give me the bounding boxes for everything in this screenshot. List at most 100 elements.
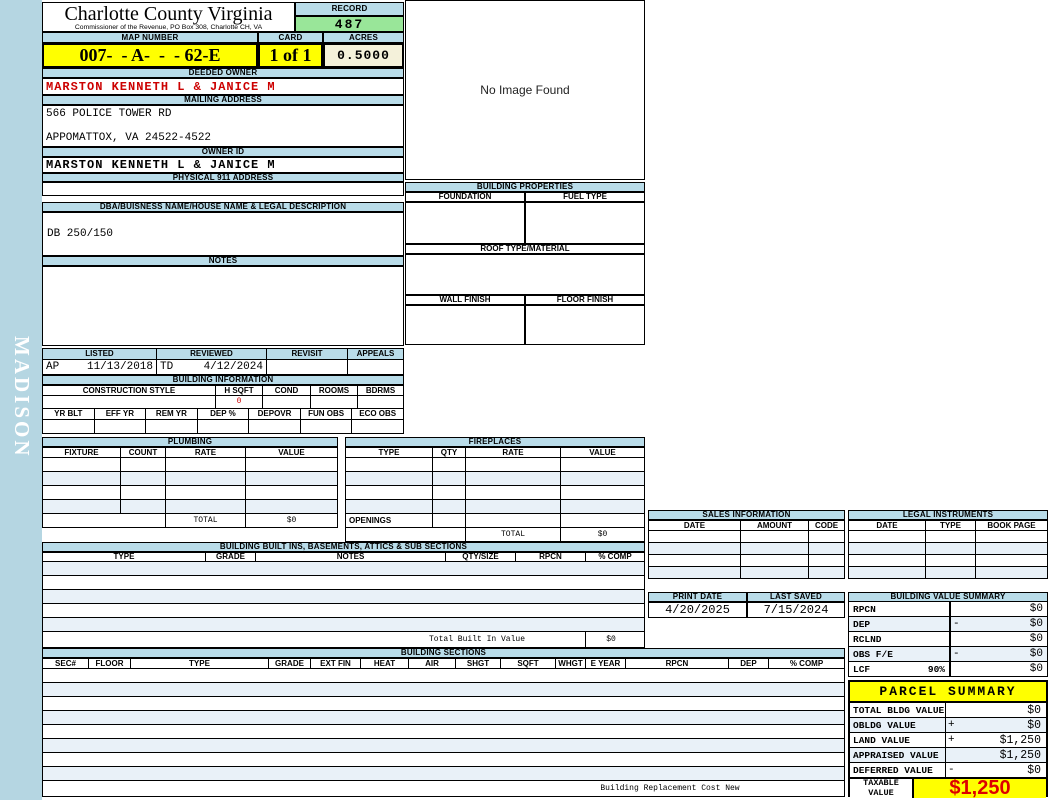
owner-id-value: MARSTON KENNETH L & JANICE M	[42, 157, 404, 173]
county-title: Charlotte County Virginia	[64, 3, 273, 25]
table-row	[848, 530, 1048, 543]
hsqft-header: H SQFT	[215, 385, 263, 396]
fp-value-header: VALUE	[560, 447, 645, 458]
building-sections: BUILDING SECTIONS SEC# FLOOR TYPE GRADE …	[42, 648, 845, 797]
visit-history-table: LISTED REVIEWED REVISIT APPEALS AP 11/13/…	[42, 348, 404, 375]
sec-shgt-header: SHGT	[455, 658, 501, 669]
cond-value	[262, 395, 311, 409]
bi-grade-header: GRADE	[205, 552, 256, 562]
table-row	[42, 682, 845, 697]
sales-information-section: SALES INFORMATION DATE AMOUNT CODE	[648, 510, 845, 579]
table-row	[42, 766, 845, 781]
dba-header: DBA/BUISNESS NAME/HOUSE NAME & LEGAL DES…	[42, 202, 404, 212]
sec-extfin-header: EXT FIN	[310, 658, 361, 669]
sales-date-header: DATE	[648, 520, 741, 531]
fireplaces-total-row: TOTAL $0	[345, 527, 645, 542]
notes-header: NOTES	[42, 256, 404, 266]
appeals-header: APPEALS	[347, 348, 404, 360]
cond-header: COND	[262, 385, 311, 396]
physical-911-value	[42, 182, 404, 196]
built-ins-header: BUILDING BUILT INS, BASEMENTS, ATTICS & …	[42, 542, 645, 552]
sales-code-header: CODE	[808, 520, 845, 531]
table-row	[42, 457, 338, 472]
building-sections-header: BUILDING SECTIONS	[42, 648, 845, 658]
owner-id-header: OWNER ID	[42, 147, 404, 157]
depovr-header: DEPOVR	[248, 408, 301, 420]
built-ins-section: BUILDING BUILT INS, BASEMENTS, ATTICS & …	[42, 542, 645, 648]
revisit-value	[266, 359, 348, 375]
table-row	[42, 603, 645, 618]
mailing-line1: 566 POLICE TOWER RD	[46, 108, 172, 120]
wall-finish-value	[405, 305, 525, 345]
floor-finish-header: FLOOR FINISH	[525, 295, 645, 305]
table-row	[42, 617, 645, 632]
bvs-row-rpcn: RPCN $0	[848, 602, 1048, 617]
bi-qtysize-header: QTY/SIZE	[445, 552, 516, 562]
table-row	[42, 485, 338, 500]
deeded-owner-value: MARSTON KENNETH L & JANICE M	[42, 78, 404, 95]
legal-date-header: DATE	[848, 520, 926, 531]
count-header: COUNT	[120, 447, 166, 458]
sections-footer-row: Building Replacement Cost New	[42, 780, 845, 797]
fp-qty-header: QTY	[432, 447, 466, 458]
sec-eyear-header: E YEAR	[585, 658, 626, 669]
building-info-row1: CONSTRUCTION STYLE H SQFT COND ROOMS BDR…	[42, 385, 404, 409]
table-row	[42, 575, 645, 590]
fuel-type-header: FUEL TYPE	[525, 192, 645, 202]
parcel-row-appraised: APPRAISED VALUE $1,250	[850, 748, 1046, 763]
mailing-address-header: MAILING ADDRESS	[42, 95, 404, 105]
remyr-header: REM YR	[145, 408, 198, 420]
table-row	[42, 499, 338, 514]
sec-heat-header: HEAT	[360, 658, 409, 669]
deppct-header: DEP %	[196, 408, 250, 420]
listed-header: LISTED	[42, 348, 157, 360]
sections-footer-label: Building Replacement Cost New	[42, 780, 845, 797]
table-row	[345, 457, 645, 472]
sec-grade-header: GRADE	[268, 658, 311, 669]
plumbing-header: PLUMBING	[42, 437, 338, 447]
last-saved-header: LAST SAVED	[747, 592, 845, 602]
legal-instruments-section: LEGAL INSTRUMENTS DATE TYPE BOOK PAGE	[848, 510, 1048, 579]
fp-type-header: TYPE	[345, 447, 433, 458]
table-row	[42, 471, 338, 486]
sec-floor-header: FLOOR	[88, 658, 131, 669]
plumbing-total-label: TOTAL	[165, 513, 246, 528]
acres-value: 0.5000	[323, 43, 404, 68]
fp-rate-header: RATE	[465, 447, 561, 458]
appeals-value	[347, 359, 404, 375]
dba-value: DB 250/150	[42, 212, 404, 256]
foundation-header: FOUNDATION	[405, 192, 525, 202]
last-saved-value: 7/15/2024	[747, 602, 845, 618]
table-row	[848, 566, 1048, 579]
bi-rpcn-header: RPCN	[515, 552, 586, 562]
bi-notes-header: NOTES	[255, 552, 446, 562]
hsqft-value: 0	[215, 395, 263, 409]
fuel-type-value	[525, 202, 645, 244]
reviewed-header: REVIEWED	[156, 348, 267, 360]
table-row	[42, 561, 645, 576]
fireplaces-total-value: $0	[560, 527, 645, 542]
plumbing-total-row: TOTAL $0	[42, 513, 338, 528]
built-ins-total-value: $0	[585, 631, 645, 648]
physical-911-header: PHYSICAL 911 ADDRESS	[42, 173, 404, 182]
building-information-header: BUILDING INFORMATION	[42, 375, 404, 385]
table-row	[648, 554, 845, 567]
table-row	[42, 710, 845, 725]
floor-finish-value	[525, 305, 645, 345]
table-row	[42, 696, 845, 711]
roof-type-value	[405, 254, 645, 295]
parcel-row-land: LAND VALUE + $1,250	[850, 733, 1046, 748]
built-ins-total-row: Total Built In Value $0	[42, 631, 645, 648]
table-row	[648, 542, 845, 555]
table-row	[848, 542, 1048, 555]
parcel-row-deferred: DEFERRED VALUE - $0	[850, 763, 1046, 778]
building-value-summary: BUILDING VALUE SUMMARY RPCN $0 DEP - $0 …	[848, 592, 1048, 678]
plumbing-total-value: $0	[245, 513, 338, 528]
rooms-header: ROOMS	[310, 385, 358, 396]
district-watermark: MADISON	[10, 336, 34, 459]
notes-box	[42, 266, 404, 346]
card-header: CARD	[258, 32, 323, 43]
bvs-row-dep: DEP - $0	[848, 617, 1048, 632]
sec-sqft-header: SQFT	[500, 658, 556, 669]
plumbing-section: PLUMBING FIXTURE COUNT RATE VALUE TOTAL …	[42, 437, 338, 528]
